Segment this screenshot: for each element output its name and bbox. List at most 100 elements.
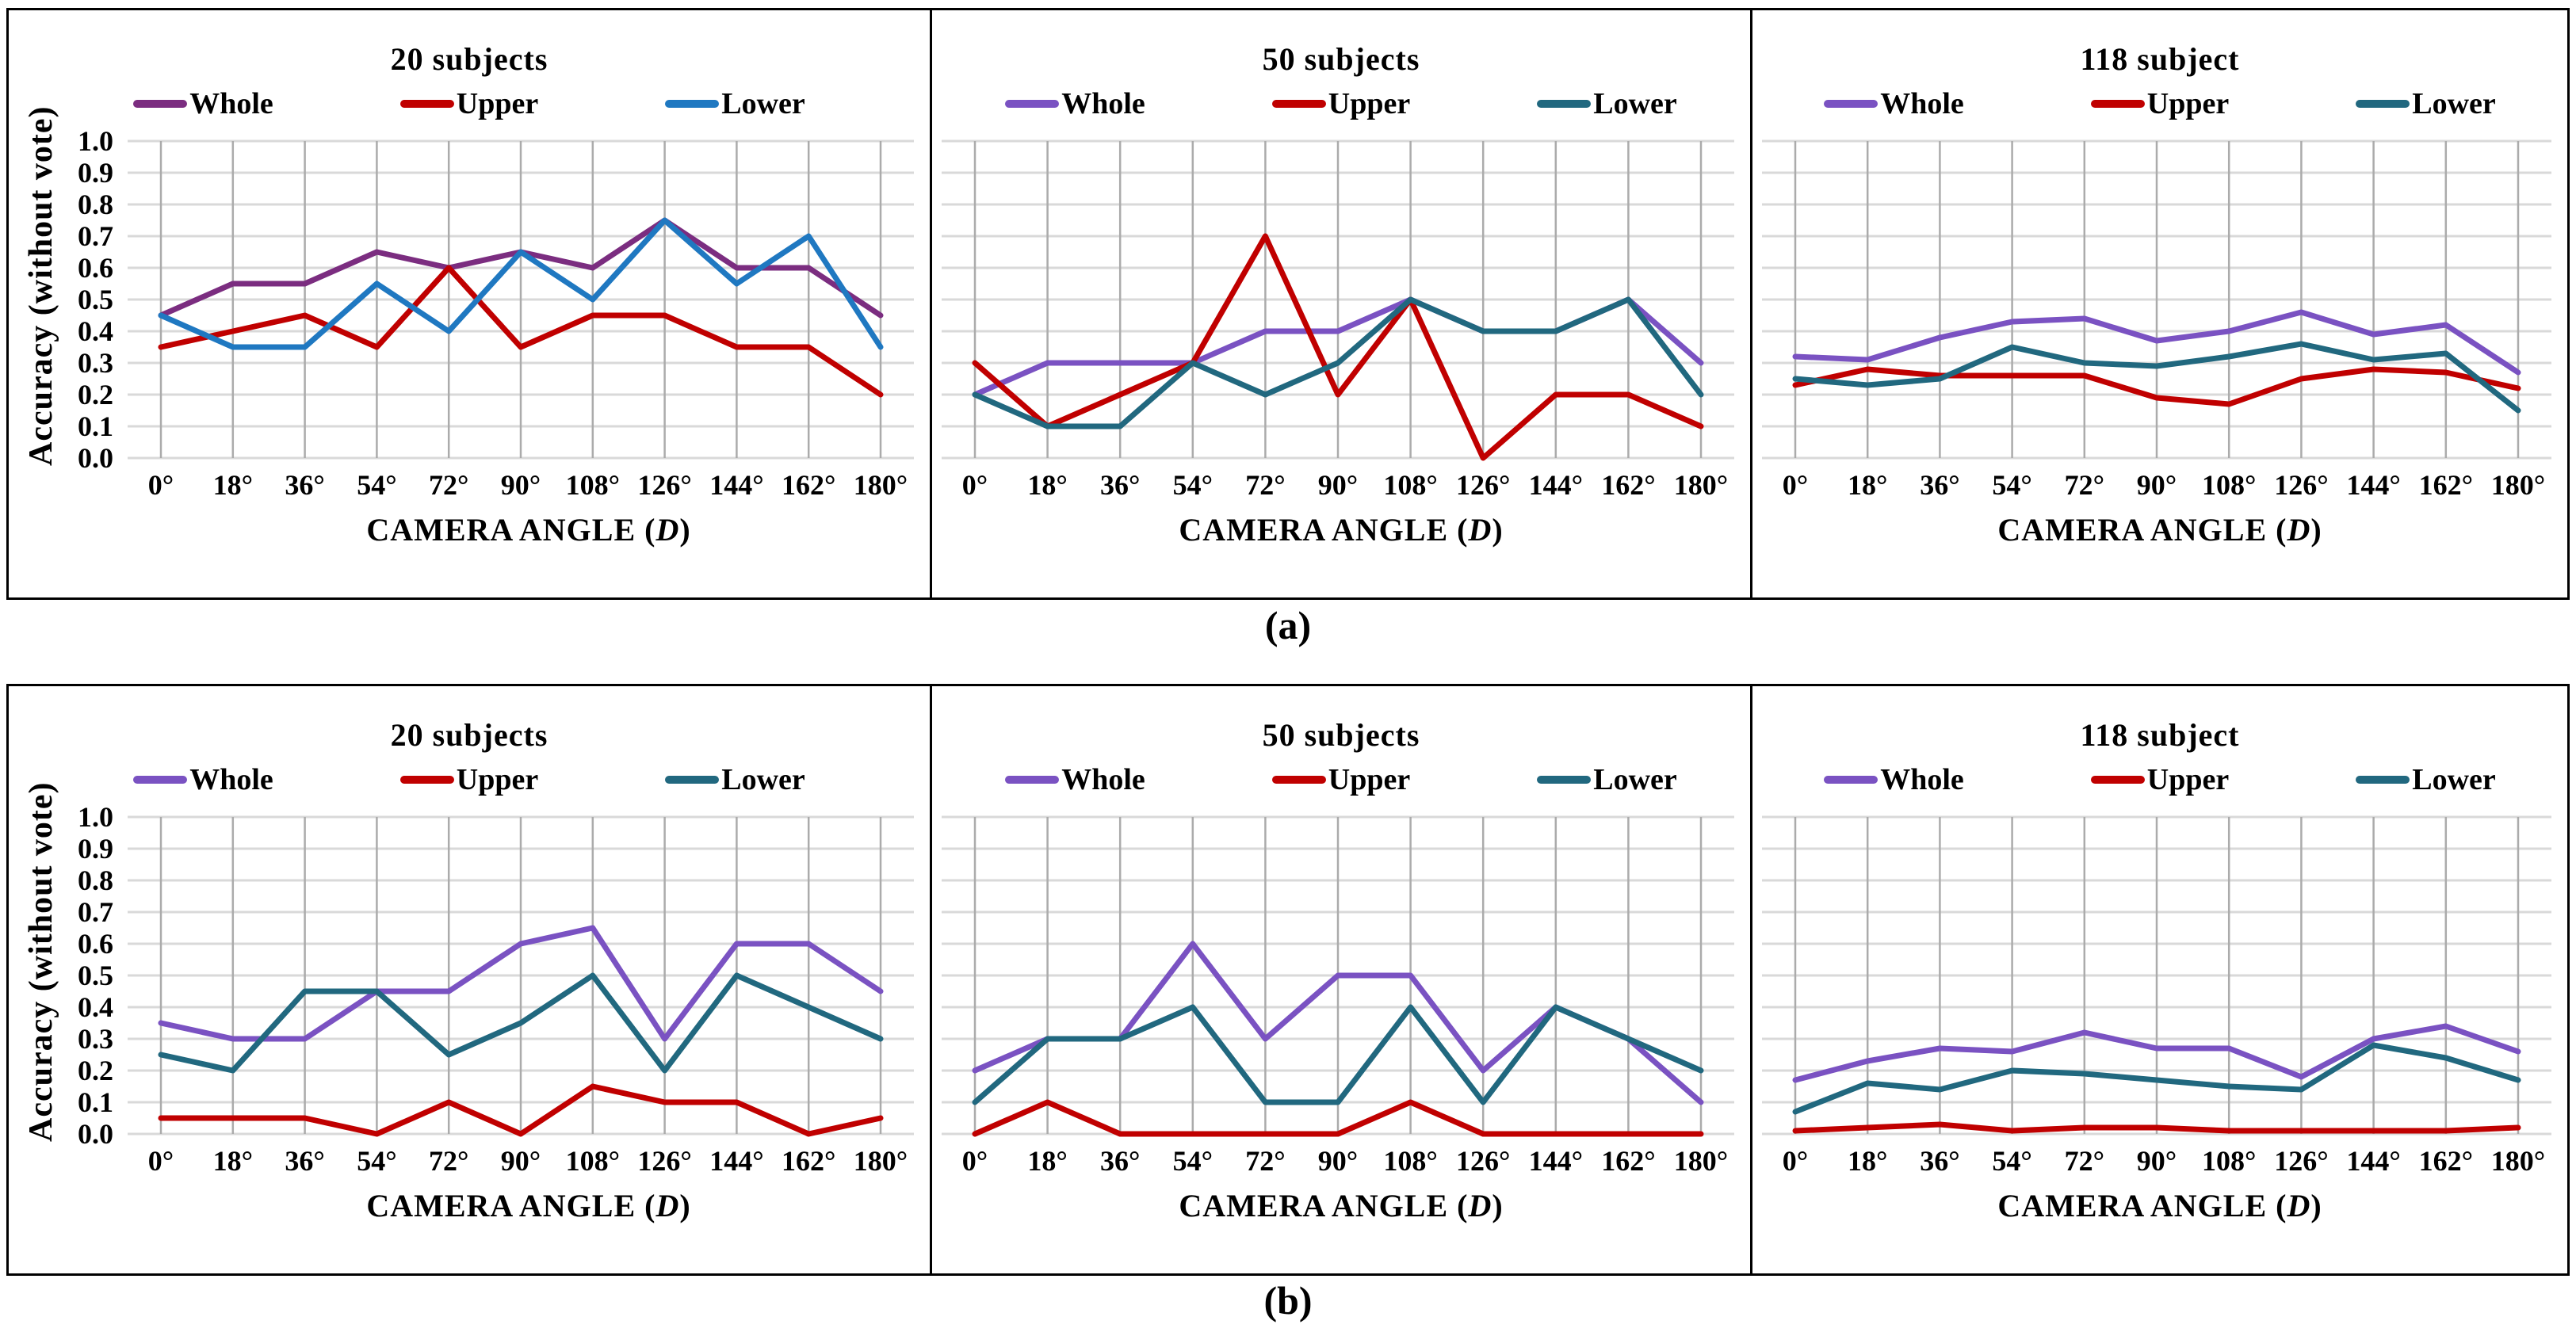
x-axis-title-text: CAMERA ANGLE ( bbox=[366, 1188, 656, 1223]
legend-item-whole: Whole bbox=[1824, 86, 1964, 121]
x-axis-title-suffix: ) bbox=[2310, 1188, 2322, 1223]
legend-swatch-upper-icon bbox=[2090, 776, 2145, 784]
legend-item-upper: Upper bbox=[2090, 86, 2230, 121]
x-tick-label: 72° bbox=[429, 469, 468, 501]
x-axis-title-text: CAMERA ANGLE ( bbox=[366, 512, 656, 548]
panel-a: 20 subjects Whole Upper Lower Accuracy (… bbox=[6, 8, 2570, 600]
legend-item-whole: Whole bbox=[1005, 762, 1145, 797]
y-tick-label: 1.0 bbox=[78, 801, 113, 833]
x-tick-label: 72° bbox=[1245, 1145, 1285, 1177]
x-axis-title-text: CAMERA ANGLE ( bbox=[1997, 512, 2287, 548]
y-tick-label: 1.0 bbox=[78, 125, 113, 157]
legend-swatch-whole-icon bbox=[133, 776, 188, 784]
legend-swatch-whole-icon bbox=[1005, 100, 1060, 108]
x-tick-label: 90° bbox=[2137, 1145, 2177, 1177]
legend-swatch-whole-icon bbox=[1824, 776, 1878, 784]
x-tick-label: 36° bbox=[1920, 469, 1959, 501]
legend-swatch-upper-icon bbox=[2090, 100, 2145, 108]
panel-divider bbox=[1750, 10, 1752, 597]
x-tick-label: 162° bbox=[1601, 469, 1655, 501]
x-tick-label: 108° bbox=[566, 1145, 620, 1177]
x-tick-label: 54° bbox=[357, 1145, 396, 1177]
y-tick-label: 0.0 bbox=[78, 442, 113, 474]
legend-item-whole: Whole bbox=[133, 762, 273, 797]
y-tick-label: 0.3 bbox=[78, 347, 113, 379]
y-tick-label: 0.1 bbox=[78, 410, 113, 442]
chart-b-20-subjects: 20 subjects Whole Upper Lower Accuracy (… bbox=[9, 686, 930, 1273]
legend-item-whole: Whole bbox=[1005, 86, 1145, 121]
legend-label-upper: Upper bbox=[2146, 87, 2230, 120]
legend: Whole Upper Lower bbox=[932, 86, 1750, 121]
legend-swatch-upper-icon bbox=[1271, 776, 1326, 784]
x-axis-title-suffix: ) bbox=[679, 1188, 691, 1223]
series-line-whole bbox=[158, 925, 884, 1042]
x-tick-label: 126° bbox=[1456, 469, 1510, 501]
series-line-lower bbox=[972, 296, 1704, 429]
plot-area: 0° 18° 36° 54° 72° 90° 108° 126° 144° 162° 180° bbox=[942, 139, 1734, 501]
legend-swatch-lower-icon bbox=[2356, 100, 2410, 108]
x-tick-label: 108° bbox=[1383, 469, 1437, 501]
x-tick-label: 0° bbox=[1783, 1145, 1808, 1177]
x-tick-label: 180° bbox=[2491, 1145, 2545, 1177]
series-line-lower bbox=[158, 217, 884, 350]
legend-swatch-lower-icon bbox=[1537, 100, 1592, 108]
x-tick-label: 18° bbox=[213, 1145, 253, 1177]
y-tick-label: 0.9 bbox=[78, 157, 113, 189]
x-tick-label: 162° bbox=[782, 1145, 835, 1177]
legend-label-upper: Upper bbox=[1328, 763, 1411, 796]
y-tick-label: 0.9 bbox=[78, 833, 113, 865]
y-tick-label: 0.5 bbox=[78, 284, 113, 315]
legend-label-lower: Lower bbox=[721, 87, 805, 120]
x-tick-label: 144° bbox=[709, 1145, 763, 1177]
legend-swatch-upper-icon bbox=[399, 100, 454, 108]
legend-label-whole: Whole bbox=[189, 763, 273, 796]
panel-divider bbox=[930, 10, 932, 597]
x-axis-title-suffix: ) bbox=[679, 512, 691, 548]
series-line-upper bbox=[1792, 366, 2521, 407]
legend-label-upper: Upper bbox=[456, 763, 539, 796]
legend-item-whole: Whole bbox=[133, 86, 273, 121]
chart-title: 50 subjects bbox=[1262, 717, 1420, 753]
x-tick-label: 126° bbox=[2274, 469, 2328, 501]
x-tick-label: 144° bbox=[1529, 1145, 1583, 1177]
x-tick-label: 126° bbox=[637, 469, 691, 501]
x-tick-label: 18° bbox=[1848, 469, 1887, 501]
x-tick-label: 54° bbox=[1173, 1145, 1213, 1177]
plot-area: 0° 18° 36° 54° 72° 90° 108° 126° 144° 162° 180° bbox=[942, 815, 1734, 1177]
x-tick-label: 180° bbox=[2491, 469, 2545, 501]
x-tick-label: 36° bbox=[1920, 1145, 1959, 1177]
legend-item-upper: Upper bbox=[399, 762, 539, 797]
x-tick-label: 18° bbox=[1027, 469, 1067, 501]
x-tick-label: 126° bbox=[637, 1145, 691, 1177]
y-tick-label: 0.1 bbox=[78, 1086, 113, 1118]
x-axis-title: CAMERA ANGLE (D) bbox=[128, 511, 930, 548]
x-tick-label: 0° bbox=[1783, 469, 1808, 501]
y-tick-label: 0.6 bbox=[78, 928, 113, 960]
x-tick-label: 72° bbox=[2065, 1145, 2104, 1177]
y-tick-label: 0.2 bbox=[78, 379, 113, 410]
legend-item-lower: Lower bbox=[1537, 762, 1677, 797]
x-axis-title-text: CAMERA ANGLE ( bbox=[1179, 1188, 1469, 1223]
legend-label-lower: Lower bbox=[1593, 763, 1677, 796]
series-line-lower bbox=[972, 1004, 1704, 1105]
x-tick-label: 36° bbox=[1100, 1145, 1140, 1177]
legend-label-whole: Whole bbox=[1061, 763, 1145, 796]
x-tick-label: 90° bbox=[501, 1145, 541, 1177]
legend-label-whole: Whole bbox=[189, 87, 273, 120]
x-tick-label: 54° bbox=[1992, 469, 2031, 501]
legend-label-lower: Lower bbox=[721, 763, 805, 796]
chart-a-50-subjects: 50 subjects Whole Upper Lower 0° 18° 36° 54… bbox=[932, 10, 1750, 597]
x-tick-label: 54° bbox=[357, 469, 396, 501]
chart-title: 118 subject bbox=[2080, 717, 2240, 753]
chart-title: 20 subjects bbox=[390, 717, 548, 753]
panel-divider bbox=[930, 686, 932, 1273]
legend-item-lower: Lower bbox=[665, 86, 805, 121]
x-axis-title: CAMERA ANGLE (D) bbox=[932, 511, 1750, 548]
legend-swatch-whole-icon bbox=[1824, 100, 1878, 108]
x-tick-label: 36° bbox=[285, 469, 324, 501]
legend-label-lower: Lower bbox=[1593, 87, 1677, 120]
legend-swatch-whole-icon bbox=[133, 100, 188, 108]
legend-item-lower: Lower bbox=[2356, 86, 2496, 121]
x-tick-label: 72° bbox=[429, 1145, 468, 1177]
caption-a: (a) bbox=[1264, 603, 1312, 647]
